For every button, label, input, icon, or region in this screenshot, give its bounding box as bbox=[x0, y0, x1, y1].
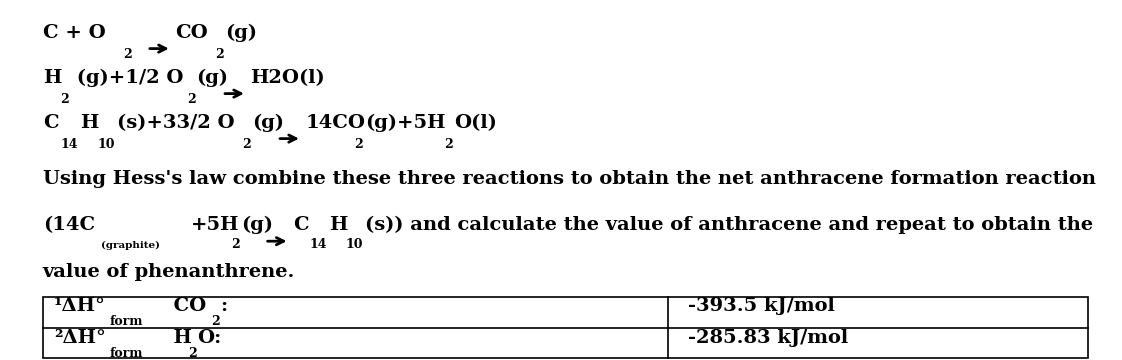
Text: (graphite): (graphite) bbox=[101, 241, 160, 251]
Text: :: : bbox=[220, 297, 227, 315]
Text: C + O: C + O bbox=[43, 24, 105, 42]
Text: (14C: (14C bbox=[43, 216, 94, 234]
Text: (g)+5H: (g)+5H bbox=[365, 113, 445, 132]
Text: (g): (g) bbox=[196, 68, 229, 87]
Text: O(l): O(l) bbox=[454, 114, 497, 132]
Text: 2: 2 bbox=[444, 138, 453, 150]
Text: (s)+33/2 O: (s)+33/2 O bbox=[117, 114, 234, 132]
Text: 2: 2 bbox=[123, 48, 132, 60]
Text: ²ΔH°: ²ΔH° bbox=[54, 329, 105, 347]
Text: Using Hess's law combine these three reactions to obtain the net anthracene form: Using Hess's law combine these three rea… bbox=[43, 170, 1096, 188]
Text: 2: 2 bbox=[231, 238, 240, 251]
Text: ¹ΔH°: ¹ΔH° bbox=[54, 297, 105, 315]
Text: CO: CO bbox=[175, 24, 208, 42]
Text: H: H bbox=[80, 114, 98, 132]
Text: 2: 2 bbox=[355, 138, 364, 150]
Text: 2: 2 bbox=[61, 93, 68, 105]
Text: (g): (g) bbox=[252, 113, 285, 132]
Text: 10: 10 bbox=[98, 138, 116, 150]
Text: (g): (g) bbox=[241, 216, 274, 234]
Text: -285.83 kJ/mol: -285.83 kJ/mol bbox=[688, 329, 848, 347]
Text: H: H bbox=[160, 329, 192, 347]
Text: 2: 2 bbox=[215, 48, 224, 60]
Text: form: form bbox=[110, 347, 144, 360]
Text: H2O(l): H2O(l) bbox=[250, 69, 325, 87]
Text: form: form bbox=[110, 315, 144, 328]
Text: 2: 2 bbox=[211, 315, 220, 328]
Text: C: C bbox=[43, 114, 58, 132]
Text: (g)+1/2 O: (g)+1/2 O bbox=[70, 68, 183, 87]
Text: 14: 14 bbox=[61, 138, 77, 150]
Text: 2: 2 bbox=[242, 138, 251, 150]
Text: C: C bbox=[293, 216, 309, 234]
Text: +5H: +5H bbox=[191, 216, 239, 234]
Text: 2: 2 bbox=[186, 93, 195, 105]
Text: (g): (g) bbox=[226, 23, 258, 42]
Text: (s)) and calculate the value of anthracene and repeat to obtain the: (s)) and calculate the value of anthrace… bbox=[365, 216, 1093, 234]
Bar bbox=[43, 297, 1088, 358]
Text: H: H bbox=[43, 69, 61, 87]
Text: 10: 10 bbox=[346, 238, 364, 251]
Text: 14: 14 bbox=[310, 238, 328, 251]
Text: CO: CO bbox=[160, 297, 206, 315]
Text: 2: 2 bbox=[188, 347, 197, 360]
Text: value of phenanthrene.: value of phenanthrene. bbox=[43, 263, 295, 281]
Text: O:: O: bbox=[197, 329, 222, 347]
Text: H: H bbox=[329, 216, 347, 234]
Text: -393.5 kJ/mol: -393.5 kJ/mol bbox=[688, 297, 835, 315]
Text: 14CO: 14CO bbox=[305, 114, 365, 132]
